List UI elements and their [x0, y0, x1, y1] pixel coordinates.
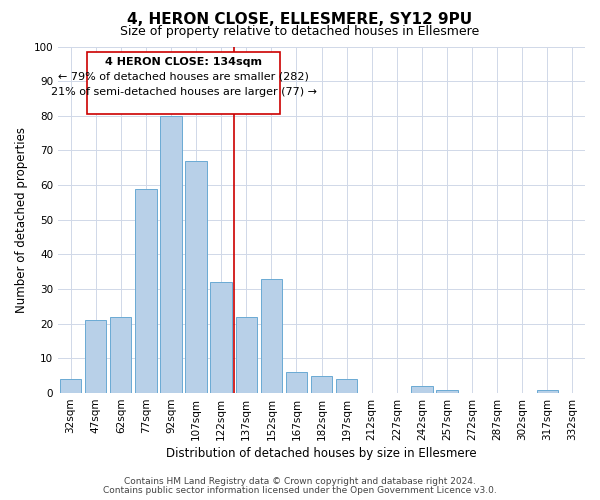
Bar [211, 282, 232, 393]
Bar [160, 116, 182, 393]
Text: 21% of semi-detached houses are larger (77) →: 21% of semi-detached houses are larger (… [50, 87, 317, 97]
Text: 4, HERON CLOSE, ELLESMERE, SY12 9PU: 4, HERON CLOSE, ELLESMERE, SY12 9PU [127, 12, 473, 28]
Bar [85, 320, 106, 393]
Bar [436, 390, 458, 393]
X-axis label: Distribution of detached houses by size in Ellesmere: Distribution of detached houses by size … [166, 447, 477, 460]
Bar [185, 161, 207, 393]
Bar [311, 376, 332, 393]
Text: Contains public sector information licensed under the Open Government Licence v3: Contains public sector information licen… [103, 486, 497, 495]
Bar [87, 52, 280, 114]
Bar [336, 379, 357, 393]
Bar [60, 379, 81, 393]
Text: Size of property relative to detached houses in Ellesmere: Size of property relative to detached ho… [121, 25, 479, 38]
Text: Contains HM Land Registry data © Crown copyright and database right 2024.: Contains HM Land Registry data © Crown c… [124, 477, 476, 486]
Bar [286, 372, 307, 393]
Bar [411, 386, 433, 393]
Bar [536, 390, 558, 393]
Bar [260, 278, 282, 393]
Bar [110, 317, 131, 393]
Bar [135, 188, 157, 393]
Text: 4 HERON CLOSE: 134sqm: 4 HERON CLOSE: 134sqm [105, 57, 262, 67]
Y-axis label: Number of detached properties: Number of detached properties [15, 127, 28, 313]
Text: ← 79% of detached houses are smaller (282): ← 79% of detached houses are smaller (28… [58, 72, 309, 82]
Bar [236, 317, 257, 393]
